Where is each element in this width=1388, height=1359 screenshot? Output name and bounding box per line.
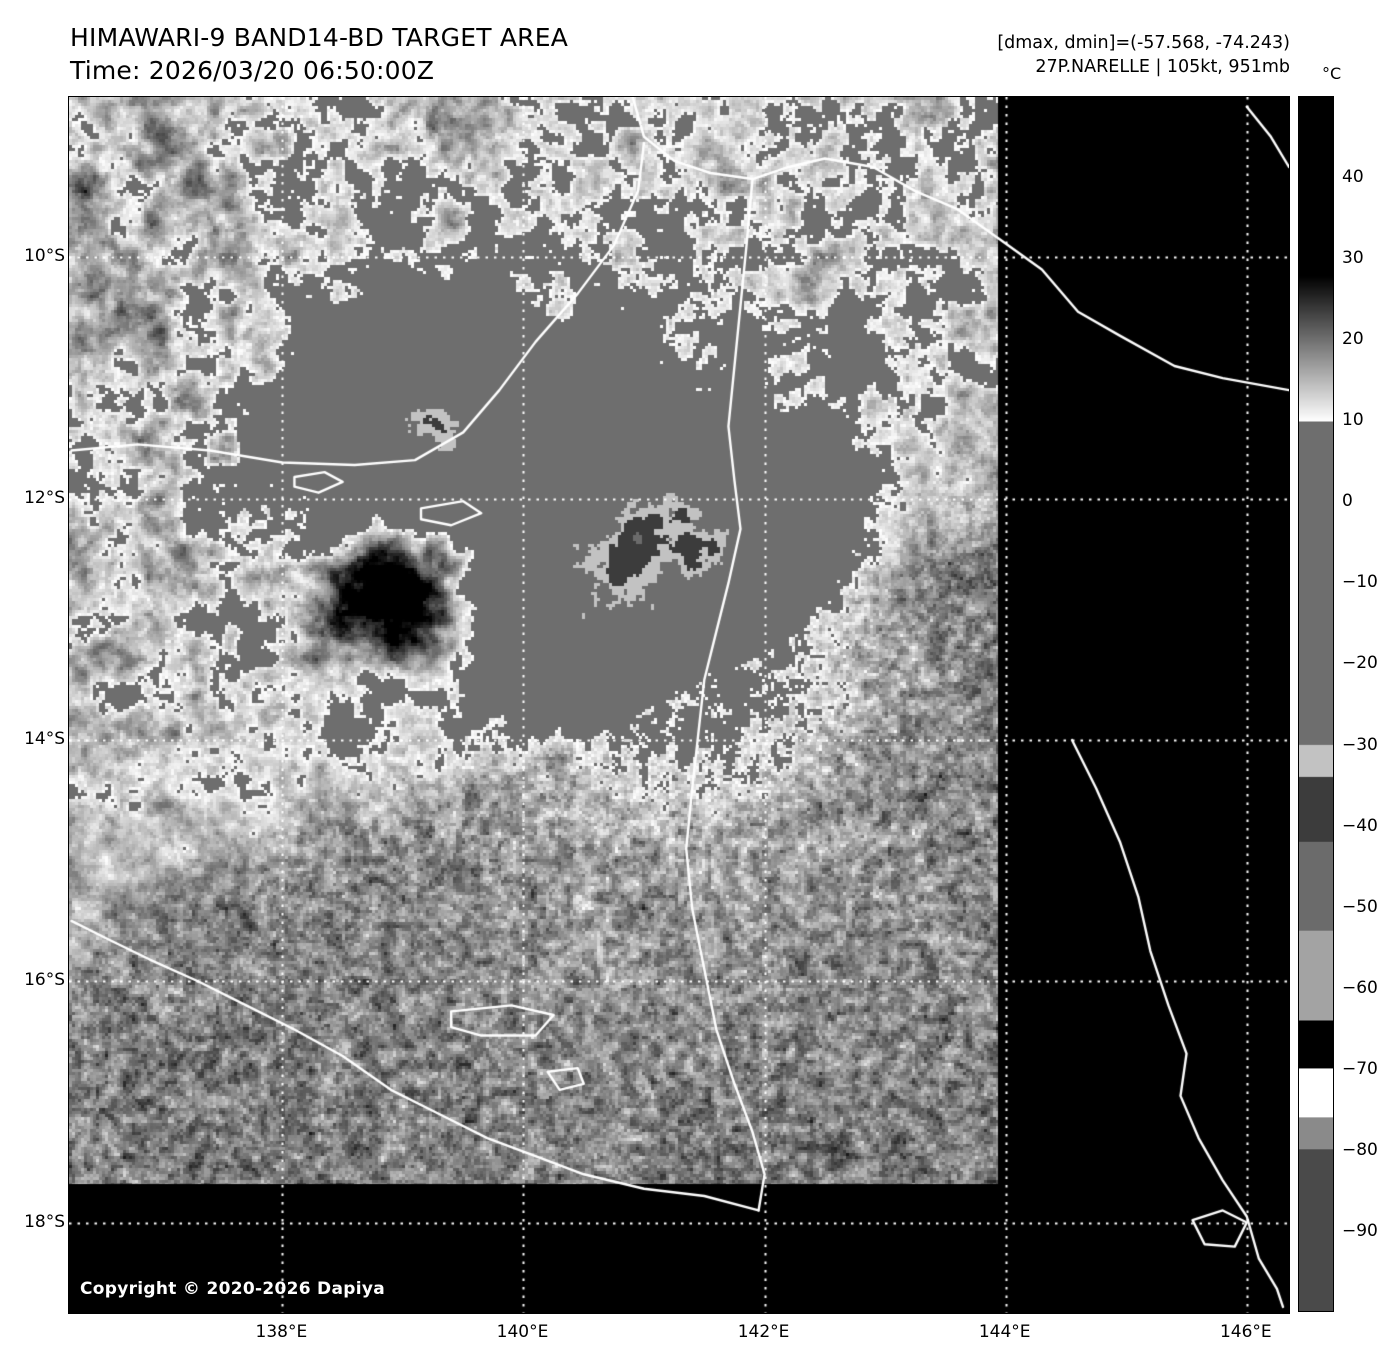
colorbar-tick-30: 30 [1342, 248, 1364, 269]
colorbar-tick--50: −50 [1342, 896, 1378, 917]
colorbar-tick-10: 10 [1342, 410, 1364, 431]
colorbar-unit-label: °C [1322, 64, 1342, 83]
colorbar-tick--10: −10 [1342, 572, 1378, 593]
colorbar-tick--70: −70 [1342, 1058, 1378, 1079]
colorbar-tick-40: 40 [1342, 167, 1364, 188]
y-tick-10°S: 10°S [24, 246, 65, 267]
colorbar[interactable] [1298, 96, 1334, 1312]
copyright-text: Copyright © 2020-2026 Dapiya [80, 1279, 385, 1299]
dminmax-label: [dmax, dmin]=(-57.568, -74.243) [997, 33, 1290, 53]
x-tick-140°E: 140°E [496, 1322, 549, 1342]
colorbar-gradient [1299, 97, 1333, 1311]
colorbar-tick--90: −90 [1342, 1220, 1378, 1241]
x-tick-142°E: 142°E [737, 1322, 790, 1342]
header-meta: [dmax, dmin]=(-57.568, -74.243) 27P.NARE… [997, 31, 1290, 79]
colorbar-tick-20: 20 [1342, 329, 1364, 350]
x-tick-146°E: 146°E [1219, 1322, 1272, 1342]
colorbar-tick--60: −60 [1342, 977, 1378, 998]
colorbar-tick-0: 0 [1342, 491, 1353, 512]
colorbar-tick--40: −40 [1342, 815, 1378, 836]
colorbar-tick--20: −20 [1342, 653, 1378, 674]
x-tick-144°E: 144°E [978, 1322, 1031, 1342]
y-tick-16°S: 16°S [24, 970, 65, 991]
y-tick-12°S: 12°S [24, 487, 65, 508]
storm-label: 27P.NARELLE | 105kt, 951mb [1035, 57, 1290, 77]
y-tick-18°S: 18°S [24, 1211, 65, 1232]
satellite-image [69, 97, 1289, 1313]
time-line: Time: 2026/03/20 06:50:00Z [70, 56, 435, 85]
x-tick-138°E: 138°E [255, 1322, 308, 1342]
title-line: HIMAWARI-9 BAND14-BD TARGET AREA [70, 23, 569, 52]
y-tick-14°S: 14°S [24, 728, 65, 749]
colorbar-tick--80: −80 [1342, 1139, 1378, 1160]
page-title: HIMAWARI-9 BAND14-BD TARGET AREA Time: 2… [70, 21, 568, 87]
satellite-plot-area[interactable] [68, 96, 1290, 1314]
colorbar-tick--30: −30 [1342, 734, 1378, 755]
